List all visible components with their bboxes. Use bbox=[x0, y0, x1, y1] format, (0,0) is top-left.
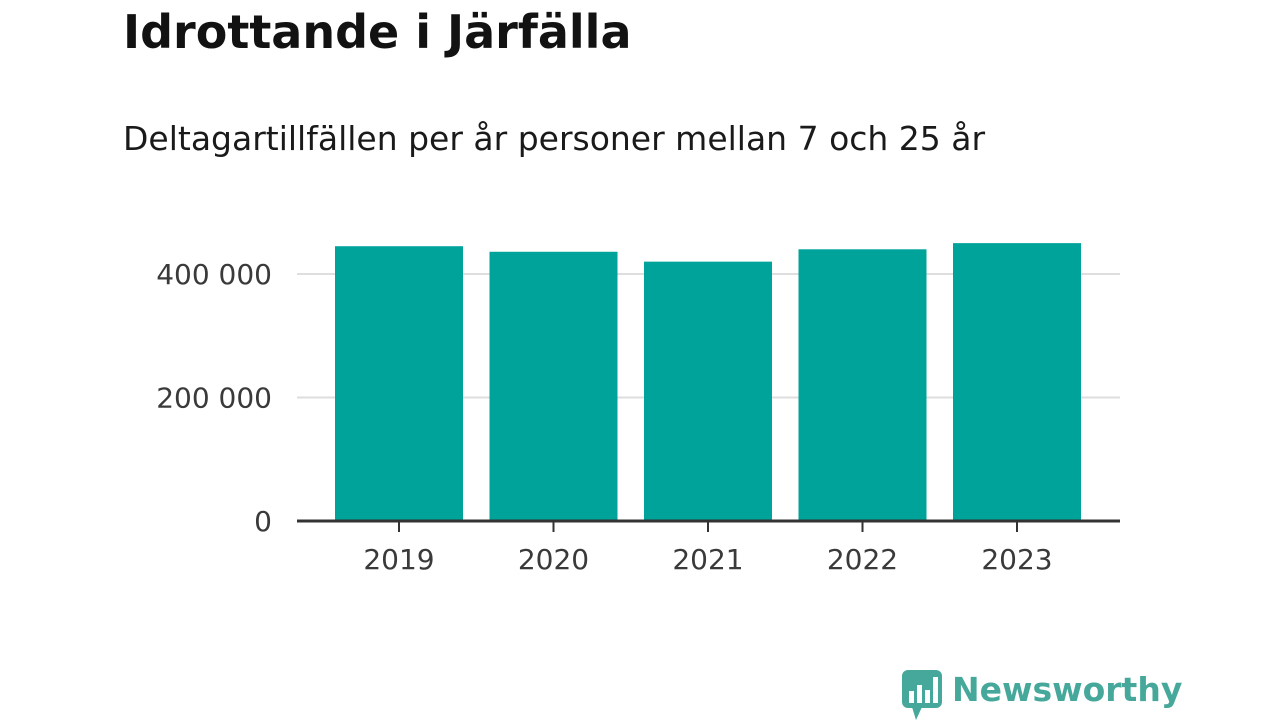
axes: 0 200 000 400 000 2019 2020 2021 2022 2023 bbox=[156, 258, 1120, 576]
x-tick-label: 2021 bbox=[672, 543, 743, 576]
y-tick-label: 200 000 bbox=[156, 382, 272, 415]
chart-subtitle: Deltagartillfällen per år personer mella… bbox=[123, 119, 986, 158]
x-tick-label: 2023 bbox=[981, 543, 1052, 576]
bar-2023 bbox=[953, 243, 1081, 521]
x-tick-label: 2020 bbox=[518, 543, 589, 576]
bar-chart-speech-bubble-icon bbox=[902, 670, 942, 720]
bar-2020 bbox=[489, 251, 618, 521]
bar-2022 bbox=[798, 249, 927, 522]
bar-2019 bbox=[335, 246, 463, 521]
bars bbox=[335, 243, 1081, 522]
newsworthy-logo: Newsworthy bbox=[902, 668, 1182, 720]
x-tick-label: 2022 bbox=[827, 543, 898, 576]
bar-2021 bbox=[644, 261, 772, 521]
y-tick-label: 0 bbox=[254, 505, 272, 538]
y-tick-label: 400 000 bbox=[156, 258, 272, 291]
x-tick-label: 2019 bbox=[363, 543, 434, 576]
chart-title: Idrottande i Järfälla bbox=[123, 5, 632, 59]
logo-text: Newsworthy bbox=[952, 670, 1183, 709]
